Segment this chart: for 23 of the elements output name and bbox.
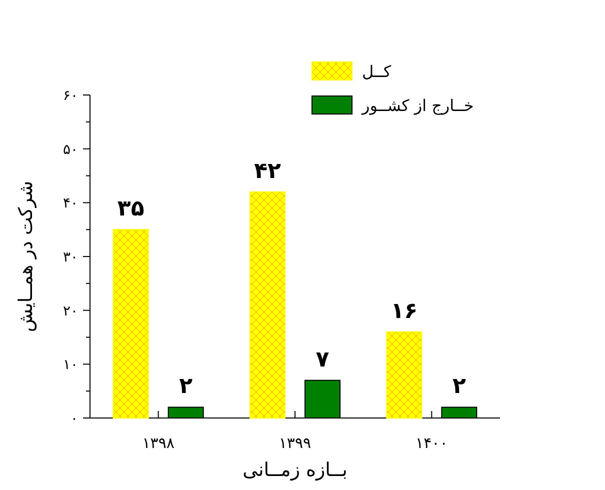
x-axis-title: بــازه زمــانی — [242, 459, 348, 481]
y-tick-label: ۱۰ — [62, 357, 78, 374]
data-label: ۴۲ — [254, 158, 282, 184]
data-label: ۷ — [316, 347, 330, 372]
data-label: ۳۵ — [117, 196, 144, 222]
bar — [250, 191, 286, 418]
bar — [112, 229, 149, 418]
data-label: ۲ — [452, 374, 466, 400]
y-tick-label: ۳۰ — [62, 250, 78, 266]
y-tick-label: ۰ — [70, 411, 78, 427]
y-tick-label: ۶۰ — [62, 88, 78, 104]
data-label: ۲ — [179, 374, 194, 400]
x-tick-label: ۱۳۹۸ — [142, 434, 174, 452]
x-tick-label: ۱۴۰۰ — [416, 434, 448, 452]
y-tick-label: ۵۰ — [62, 142, 78, 158]
y-tick-label: ۴۰ — [62, 196, 78, 212]
y-axis-title: شرکت در همــایش — [15, 180, 37, 332]
bar — [386, 331, 422, 418]
legend-label: خــارج از کشــور — [361, 96, 474, 115]
data-label: ۱۶ — [390, 298, 418, 324]
x-tick-label: ۱۳۹۹ — [278, 434, 312, 452]
y-tick-label: ۲۰ — [62, 303, 78, 320]
legend-label: کــل — [362, 62, 392, 81]
